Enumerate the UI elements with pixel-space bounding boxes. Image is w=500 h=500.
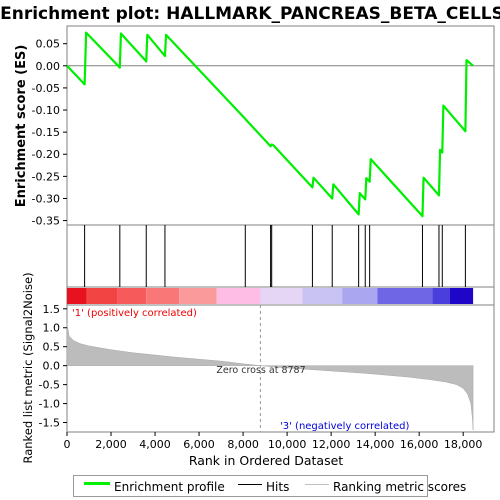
metric-tick-label: -1.5 xyxy=(39,417,60,430)
negative-correlated-label: '3' (negatively correlated) xyxy=(280,421,409,432)
x-axis-label: Rank in Ordered Dataset xyxy=(189,453,343,468)
enrichment-profile-series xyxy=(66,31,474,218)
es-tick-label: -0.15 xyxy=(32,126,60,139)
x-tick-label: 10,000 xyxy=(268,438,307,451)
legend-swatch-hits xyxy=(238,484,262,485)
heat-segment-6 xyxy=(260,288,303,304)
es-panel xyxy=(66,25,495,226)
hits-group xyxy=(84,225,466,287)
positive-correlated-label: '1' (positively correlated) xyxy=(72,308,197,319)
heat-segment-8 xyxy=(342,288,378,304)
x-tick-label: 18,000 xyxy=(444,438,483,451)
heat-segment-5 xyxy=(216,288,261,304)
legend-label-enrichment: Enrichment profile xyxy=(114,480,225,494)
x-tick-label: 0 xyxy=(64,438,71,451)
heat-segment-7 xyxy=(302,288,343,304)
metric-y-axis-label: Ranked list metric (Signal2Noise) xyxy=(21,272,35,463)
ranking-metric-series xyxy=(66,305,474,432)
heat-segment-11 xyxy=(449,288,474,304)
metric-y-ticks: 1.5 1.0 0.5 0.0 -0.5 -1.0 -1.5 xyxy=(39,303,67,430)
heat-segment-2 xyxy=(117,288,147,304)
heat-segment-3 xyxy=(146,288,180,304)
metric-tick-label: 0.5 xyxy=(43,341,61,354)
metric-tick-label: 1.5 xyxy=(43,303,61,316)
es-y-ticks: 0.05 0.00 -0.05 -0.10 -0.15 -0.20 -0.25 -0.30 -0… xyxy=(32,38,67,228)
es-tick-label: -0.25 xyxy=(32,170,60,183)
x-tick-label: 2,000 xyxy=(95,438,127,451)
es-tick-label: -0.10 xyxy=(32,104,60,117)
x-tick-label: 16,000 xyxy=(400,438,439,451)
legend-swatch-metric xyxy=(305,484,329,485)
es-tick-label: 0.00 xyxy=(36,60,61,73)
es-tick-label: -0.35 xyxy=(32,215,60,228)
zero-cross-label: Zero cross at 8787 xyxy=(216,365,305,376)
legend: Enrichment profile Hits Ranking metric s… xyxy=(73,475,466,497)
metric-tick-label: 0.0 xyxy=(43,360,61,373)
metric-tick-label: -1.0 xyxy=(39,398,60,411)
x-tick-label: 8,000 xyxy=(227,438,259,451)
es-tick-label: -0.20 xyxy=(32,148,60,161)
es-tick-label: 0.05 xyxy=(36,38,61,51)
legend-swatch-enrichment xyxy=(84,482,110,485)
heat-bar xyxy=(67,288,474,304)
metric-tick-label: 1.0 xyxy=(43,322,61,335)
x-tick-label: 14,000 xyxy=(356,438,395,451)
x-tick-label: 4,000 xyxy=(139,438,171,451)
es-tick-label: -0.30 xyxy=(32,192,60,205)
heat-segment-10 xyxy=(432,288,450,304)
x-tick-label: 12,000 xyxy=(312,438,351,451)
es-tick-label: -0.05 xyxy=(32,82,60,95)
x-axis-ticks: 0 2,000 4,000 6,000 8,000 10,000 12,000 14,000 1… xyxy=(64,432,483,451)
heat-segment-9 xyxy=(377,288,433,304)
enrichment-profile-line xyxy=(66,31,474,218)
legend-label-hits: Hits xyxy=(266,480,290,494)
heat-segment-1 xyxy=(86,288,118,304)
chart-title: Enrichment plot: HALLMARK_PANCREAS_BETA_… xyxy=(0,4,500,24)
legend-label-metric: Ranking metric scores xyxy=(333,480,467,494)
heat-segment-4 xyxy=(179,288,217,304)
es-y-axis-label: Enrichment score (ES) xyxy=(14,45,29,208)
heat-segment-0 xyxy=(67,288,87,304)
hits-panel xyxy=(66,224,495,288)
metric-tick-label: -0.5 xyxy=(39,379,60,392)
ranking-metric-area xyxy=(66,323,474,431)
x-tick-label: 6,000 xyxy=(183,438,215,451)
